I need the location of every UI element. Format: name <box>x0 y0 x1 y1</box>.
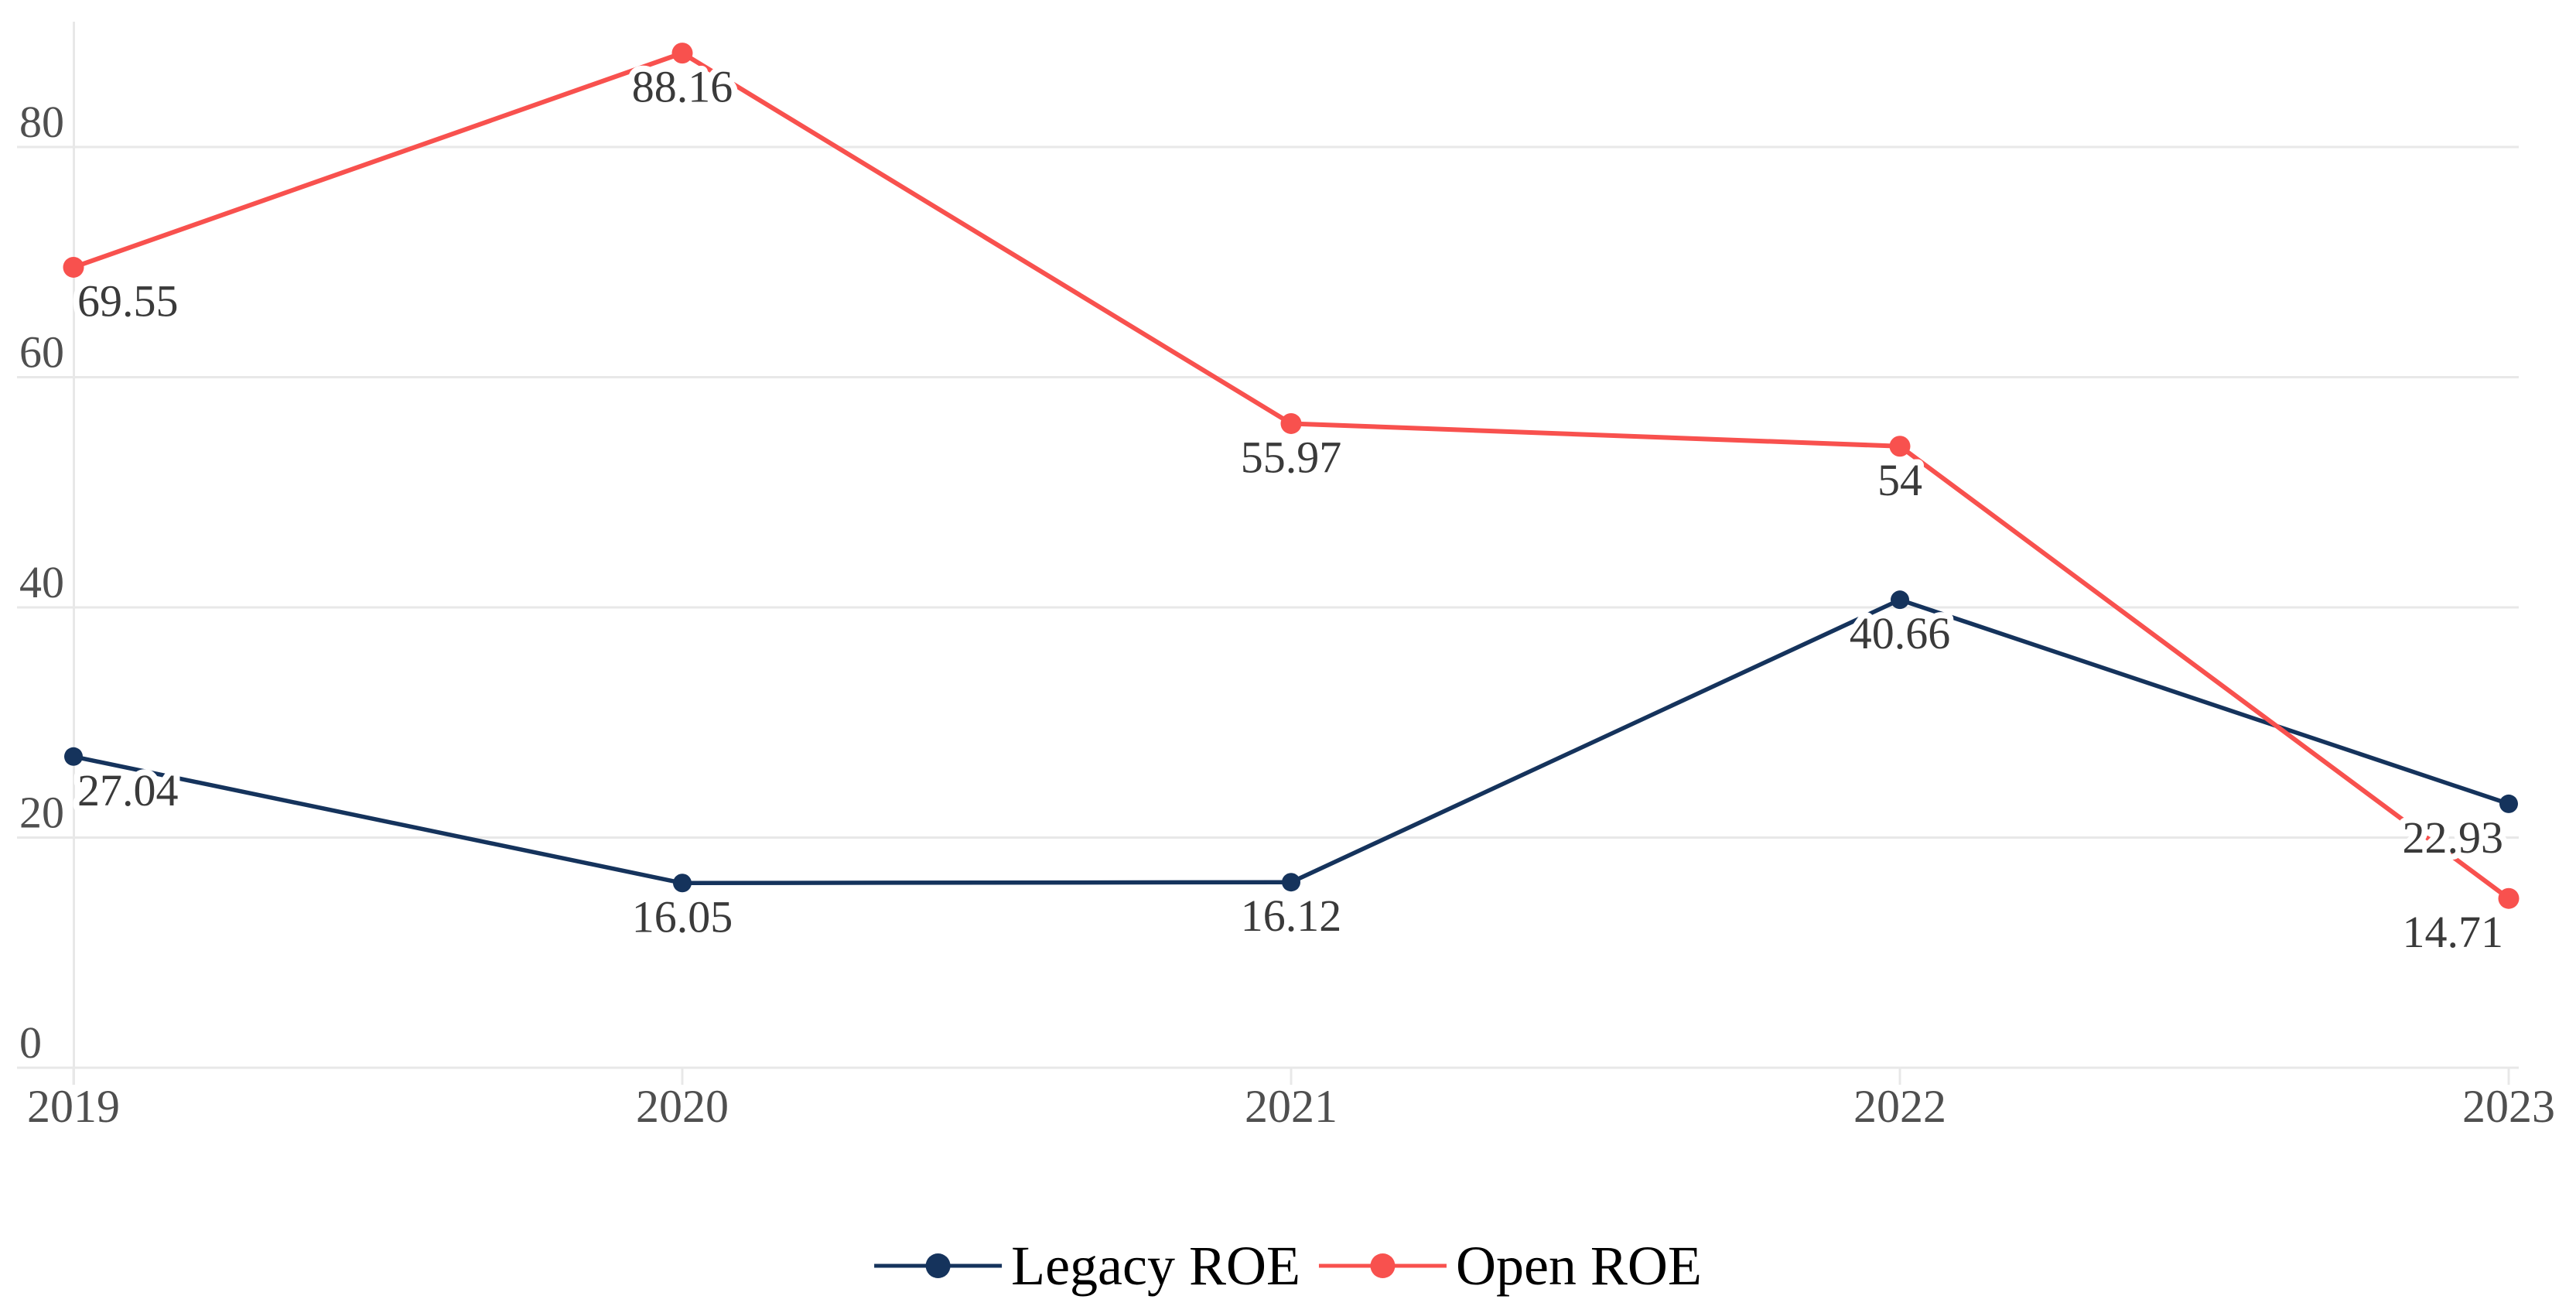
data-label-open-roe-2023: 14.71 <box>2403 907 2504 957</box>
data-label-open-roe-2020: 88.16 <box>632 62 733 112</box>
x-axis-label-2020: 2020 <box>636 1081 729 1132</box>
x-axis-label-2021: 2021 <box>1245 1081 1338 1132</box>
data-point-open-roe-2019[interactable] <box>63 256 84 278</box>
y-axis-label-40: 40 <box>19 557 64 607</box>
data-point-open-roe-2022[interactable] <box>1889 436 1911 457</box>
data-label-legacy-roe-2021: 16.12 <box>1241 891 1342 941</box>
data-label-legacy-roe-2022: 40.66 <box>1850 608 1951 658</box>
data-label-legacy-roe-2019: 27.04 <box>77 765 179 815</box>
data-label-layer: 27.04 16.05 16.12 40.66 22.93 69.55 88.16 55.97… <box>71 56 2509 964</box>
y-axis-label-20: 20 <box>19 788 64 838</box>
data-point-legacy-roe-2020[interactable] <box>673 874 692 893</box>
data-point-legacy-roe-2022[interactable] <box>1891 590 1909 610</box>
legend: Legacy ROE Open ROE <box>874 1235 1702 1297</box>
data-label-legacy-roe-2023: 22.93 <box>2403 812 2504 863</box>
series-layer <box>63 43 2520 909</box>
x-axis-label-2022: 2022 <box>1853 1081 1946 1132</box>
y-axis-label-80: 80 <box>19 97 64 147</box>
x-axis-label-2019: 2019 <box>27 1081 120 1132</box>
data-label-open-roe-2019: 69.55 <box>77 275 179 326</box>
x-axis-label-2023: 2023 <box>2462 1081 2555 1132</box>
legend-item-open-roe[interactable]: Open ROE <box>1318 1235 1702 1297</box>
data-label-legacy-roe-2020: 16.05 <box>632 891 733 942</box>
data-point-open-roe-2020[interactable] <box>671 43 693 64</box>
legend-label-open-roe: Open ROE <box>1456 1235 1702 1297</box>
data-label-open-roe-2021: 55.97 <box>1241 432 1342 482</box>
data-point-open-roe-2023[interactable] <box>2498 887 2520 909</box>
data-point-legacy-roe-2023[interactable] <box>2499 794 2518 813</box>
legend-item-legacy-roe[interactable]: Legacy ROE <box>874 1235 1300 1297</box>
data-point-legacy-roe-2019[interactable] <box>64 747 83 766</box>
grid-layer <box>17 22 2519 1085</box>
data-point-legacy-roe-2021[interactable] <box>1282 873 1300 892</box>
y-axis-label-0: 0 <box>19 1017 42 1068</box>
series-line-legacy-roe <box>71 597 2511 886</box>
legend-marker-dot-legacy-roe <box>925 1253 951 1278</box>
data-point-open-roe-2021[interactable] <box>1280 412 1302 434</box>
legend-label-legacy-roe: Legacy ROE <box>1011 1235 1300 1297</box>
legend-marker-dot-open-roe <box>1370 1253 1396 1278</box>
data-label-open-roe-2022: 54 <box>1877 455 1922 505</box>
axis-layer: 0 20 40 60 80 2019 2020 2021 2022 2023 <box>17 94 2557 1134</box>
y-axis-label-60: 60 <box>19 327 64 378</box>
